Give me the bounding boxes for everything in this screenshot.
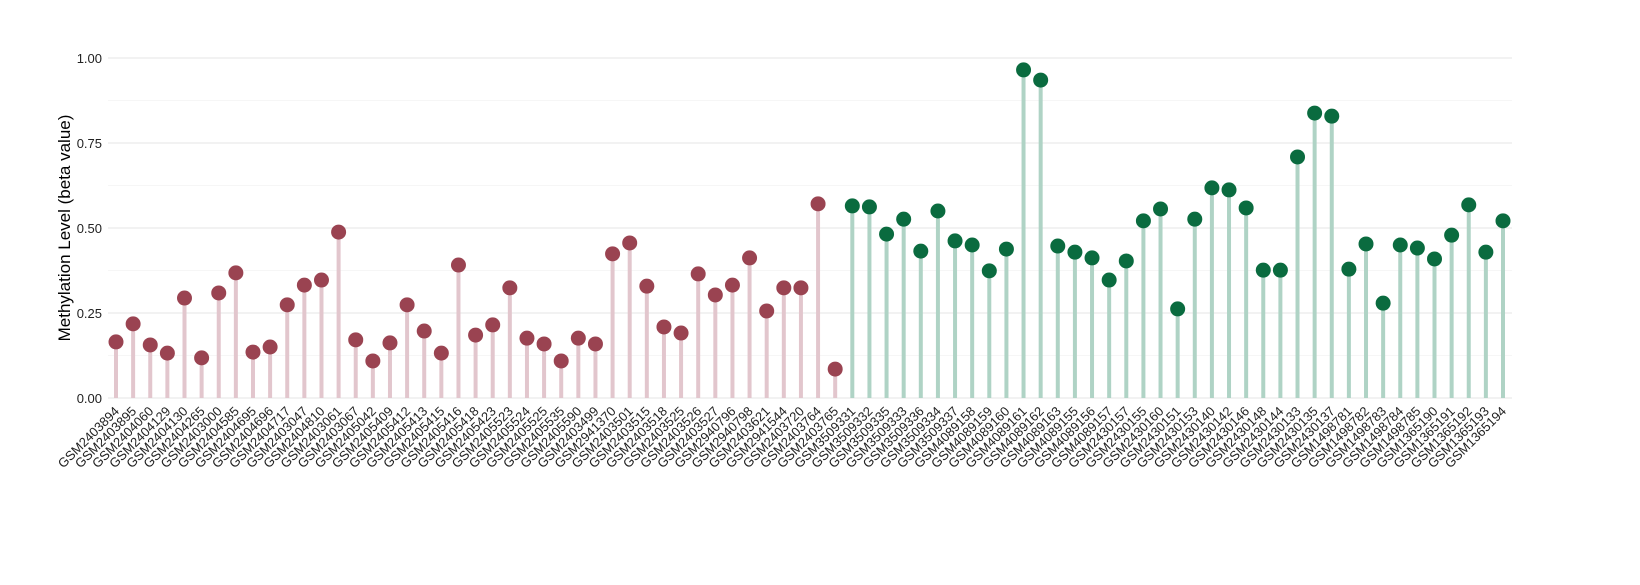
data-point bbox=[1187, 211, 1203, 227]
data-point bbox=[1272, 262, 1288, 278]
data-point bbox=[1101, 272, 1117, 288]
data-point bbox=[1204, 180, 1220, 196]
data-point bbox=[382, 335, 398, 351]
data-point bbox=[673, 325, 689, 341]
data-point bbox=[245, 344, 261, 360]
y-axis: 0.00 0.25 0.50 0.75 1.00 bbox=[77, 51, 102, 406]
data-point bbox=[1067, 244, 1083, 260]
y-tick-label: 1.00 bbox=[77, 51, 102, 66]
data-point bbox=[519, 330, 535, 346]
stems bbox=[114, 69, 1505, 398]
data-point bbox=[1427, 251, 1443, 267]
data-point bbox=[262, 339, 278, 355]
data-point bbox=[399, 297, 415, 313]
data-point bbox=[742, 250, 758, 266]
data-point bbox=[313, 272, 329, 288]
data-point bbox=[433, 345, 449, 361]
data-point bbox=[296, 277, 312, 293]
data-point bbox=[724, 277, 740, 293]
data-point bbox=[810, 196, 826, 212]
data-point bbox=[622, 235, 638, 251]
data-point bbox=[1478, 244, 1494, 260]
y-axis-label: Methylation Level (beta value) bbox=[55, 115, 74, 342]
data-point bbox=[1358, 236, 1374, 252]
points bbox=[108, 62, 1511, 377]
y-tick-label: 0.00 bbox=[77, 391, 102, 406]
data-point bbox=[570, 330, 586, 346]
data-point bbox=[485, 317, 501, 333]
data-point bbox=[1238, 200, 1254, 216]
data-point bbox=[707, 287, 723, 303]
data-point bbox=[450, 257, 466, 273]
data-point bbox=[998, 241, 1014, 257]
data-point bbox=[1153, 201, 1169, 217]
y-tick-label: 0.50 bbox=[77, 221, 102, 236]
data-point bbox=[502, 280, 518, 296]
data-point bbox=[1392, 237, 1408, 253]
data-point bbox=[690, 266, 706, 282]
data-point bbox=[1118, 253, 1134, 269]
data-point bbox=[1495, 213, 1511, 229]
data-point bbox=[416, 323, 432, 339]
data-point bbox=[108, 334, 124, 350]
data-point bbox=[947, 233, 963, 249]
data-point bbox=[639, 278, 655, 294]
data-point bbox=[1341, 261, 1357, 277]
y-tick-label: 0.25 bbox=[77, 306, 102, 321]
data-point bbox=[1170, 301, 1186, 317]
y-tick-label: 0.75 bbox=[77, 136, 102, 151]
data-point bbox=[553, 353, 569, 369]
data-point bbox=[348, 332, 364, 348]
data-point bbox=[793, 280, 809, 296]
data-point bbox=[1324, 108, 1340, 124]
data-point bbox=[1135, 213, 1151, 229]
data-point bbox=[331, 224, 347, 240]
data-point bbox=[142, 337, 158, 353]
data-point bbox=[861, 199, 877, 215]
data-point bbox=[879, 226, 895, 242]
data-point bbox=[1255, 262, 1271, 278]
data-point bbox=[1375, 295, 1391, 311]
data-point bbox=[964, 237, 980, 253]
data-point bbox=[1444, 227, 1460, 243]
data-point bbox=[587, 336, 603, 352]
data-point bbox=[981, 263, 997, 279]
data-point bbox=[656, 319, 672, 335]
data-point bbox=[1084, 250, 1100, 266]
data-point bbox=[228, 265, 244, 281]
data-point bbox=[776, 280, 792, 296]
data-point bbox=[194, 350, 210, 366]
data-point bbox=[913, 243, 929, 259]
data-point bbox=[1461, 197, 1477, 213]
data-point bbox=[896, 211, 912, 227]
data-point bbox=[1409, 240, 1425, 256]
data-point bbox=[1033, 72, 1049, 88]
data-point bbox=[279, 297, 295, 313]
data-point bbox=[605, 246, 621, 262]
data-point bbox=[1290, 149, 1306, 165]
grid-lines bbox=[108, 57, 1512, 399]
data-point bbox=[468, 327, 484, 343]
data-point bbox=[827, 361, 843, 377]
data-point bbox=[1221, 182, 1237, 198]
data-point bbox=[159, 345, 175, 361]
data-point bbox=[1016, 62, 1032, 78]
data-point bbox=[1050, 238, 1066, 254]
data-point bbox=[365, 353, 381, 369]
data-point bbox=[211, 285, 227, 301]
data-point bbox=[176, 290, 192, 306]
data-point bbox=[930, 203, 946, 219]
data-point bbox=[1307, 105, 1323, 121]
data-point bbox=[844, 198, 860, 214]
data-point bbox=[125, 316, 141, 332]
x-tick-labels: GSM2403894GSM2403895GSM2404060GSM2404129… bbox=[55, 404, 1509, 471]
data-point bbox=[759, 303, 775, 319]
data-point bbox=[536, 336, 552, 352]
